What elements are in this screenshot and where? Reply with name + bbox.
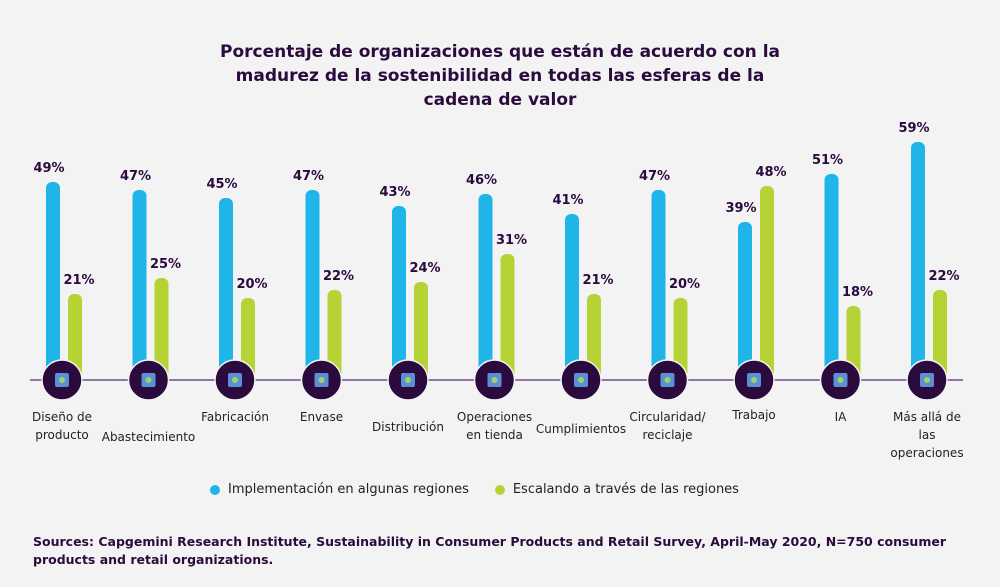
network-icon xyxy=(387,359,429,401)
data-label: 20% xyxy=(669,277,700,292)
data-label: 39% xyxy=(725,201,756,216)
bar-implementation xyxy=(305,190,320,378)
data-label: 45% xyxy=(206,177,237,192)
category-label: Diseño de producto xyxy=(32,410,92,442)
data-label: 31% xyxy=(496,233,527,248)
bar-scaling xyxy=(587,294,601,378)
bar-implementation xyxy=(392,206,406,378)
data-label: 20% xyxy=(236,277,267,292)
data-label: 22% xyxy=(323,269,354,284)
data-label: 25% xyxy=(150,257,181,272)
category-label: Cumplimientos xyxy=(535,422,627,436)
legend-item-scaling: Escalando a través de las regiones xyxy=(494,482,739,497)
bar-scaling xyxy=(846,306,861,378)
legend: Implementación en algunas regiones Escal… xyxy=(210,482,739,497)
data-label: 24% xyxy=(409,261,440,276)
data-label: 22% xyxy=(928,269,959,284)
bar-scaling xyxy=(500,254,515,378)
bar-implementation xyxy=(46,182,60,378)
category-label: Envase xyxy=(299,410,344,424)
data-label: 41% xyxy=(552,193,583,208)
package-icon xyxy=(300,359,343,401)
bar-scaling xyxy=(673,298,688,378)
data-label: 18% xyxy=(842,285,873,300)
category-label: Operaciones en tienda xyxy=(456,410,533,442)
bar-implementation xyxy=(565,214,579,378)
bar-implementation xyxy=(219,198,233,378)
bar-scaling xyxy=(760,186,774,378)
category-label: Trabajo xyxy=(732,408,776,422)
category-label: Distribución xyxy=(372,420,444,434)
source-note: Sources: Capgemini Research Institute, S… xyxy=(33,534,947,567)
bar-implementation xyxy=(738,222,752,378)
data-label: 46% xyxy=(466,173,497,188)
data-label: 21% xyxy=(582,273,613,288)
data-label: 51% xyxy=(812,153,843,168)
category-label: IA xyxy=(834,410,847,424)
data-label: 47% xyxy=(293,169,324,184)
bar-scaling xyxy=(68,294,82,378)
data-label: 21% xyxy=(63,273,94,288)
legend-swatch-blue xyxy=(210,484,220,495)
category-label: Abastecimiento xyxy=(101,430,196,444)
data-label: 48% xyxy=(755,165,786,180)
data-label: 43% xyxy=(379,185,410,200)
store-icon xyxy=(473,359,516,401)
bar-implementation xyxy=(911,142,925,378)
category-label: Más allá de las operaciones xyxy=(890,410,964,460)
data-label: 47% xyxy=(639,169,670,184)
worker-icon xyxy=(733,359,775,401)
bar-scaling xyxy=(414,282,428,378)
bar-implementation xyxy=(478,194,493,378)
category-label: Circularidad/ reciclaje xyxy=(629,410,706,442)
recycle-document-icon xyxy=(646,359,689,401)
gear-check-icon xyxy=(214,359,256,401)
legend-label: Implementación en algunas regiones xyxy=(228,482,469,497)
bar-scaling xyxy=(241,298,255,378)
bar-scaling xyxy=(154,278,169,378)
bar-chart: 49% 21% 47% 25% 45% 20% 47% 22% 43% 24% 46% 31% 41% 2… xyxy=(30,121,963,401)
data-label: 59% xyxy=(898,121,929,136)
data-label: 47% xyxy=(120,169,151,184)
legend-item-implementation: Implementación en algunas regiones xyxy=(210,482,469,497)
category-label: Fabricación xyxy=(201,410,269,424)
product-design-icon xyxy=(41,359,83,401)
bar-scaling xyxy=(327,290,342,378)
legend-label: Escalando a través de las regiones xyxy=(512,482,739,497)
ai-monitor-icon xyxy=(819,359,862,401)
box-delivery-icon xyxy=(560,359,602,401)
bar-implementation xyxy=(651,190,666,378)
bar-implementation xyxy=(824,174,839,378)
legend-swatch-green xyxy=(494,484,505,495)
sourcing-icon xyxy=(127,359,170,401)
bar-implementation xyxy=(132,190,147,378)
data-label: 49% xyxy=(33,161,64,176)
bar-scaling xyxy=(933,290,947,378)
eye-icon xyxy=(906,359,948,401)
chart-title: Porcentaje de organizaciones que están d… xyxy=(220,42,780,110)
